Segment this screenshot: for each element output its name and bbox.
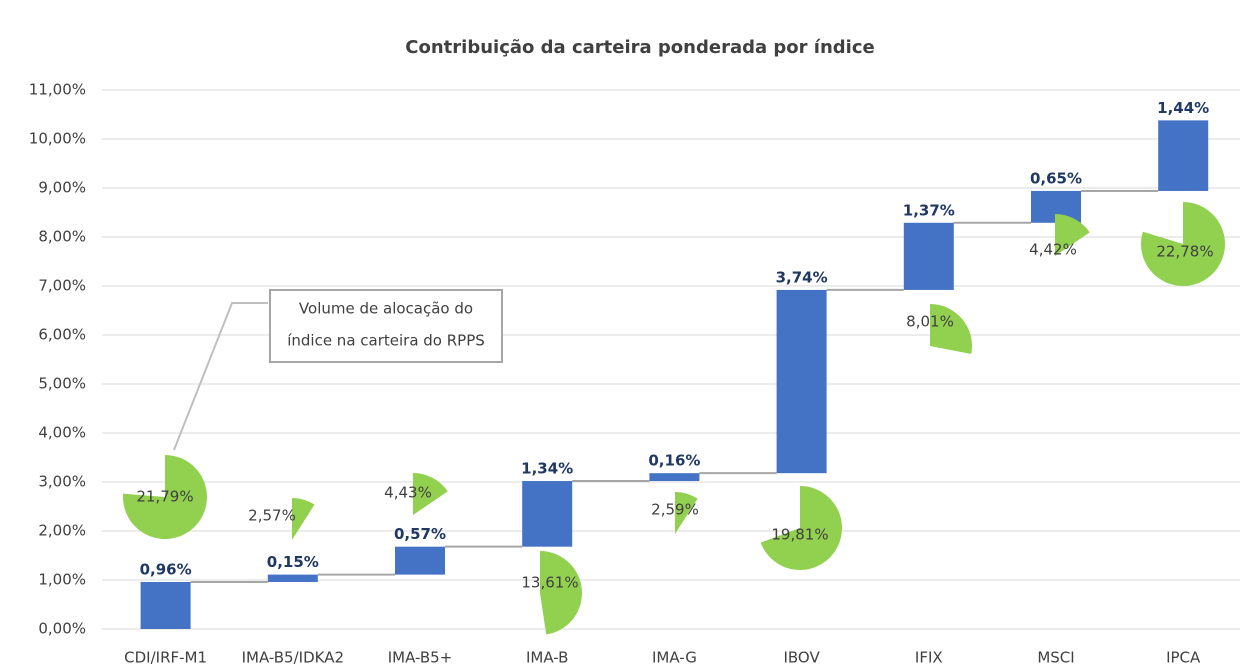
x-tick-label: MSCI (1037, 649, 1074, 667)
bar (776, 289, 827, 474)
y-tick-label: 6,00% (38, 326, 86, 344)
allocation-label: 8,01% (906, 313, 954, 331)
x-tick-label: IMA-B (526, 649, 568, 667)
y-tick-label: 4,00% (38, 424, 86, 442)
y-tick-label: 5,00% (38, 375, 86, 393)
value-label: 0,57% (394, 525, 446, 543)
annotation-text: Volume de alocação do (299, 300, 473, 318)
allocation-label: 4,43% (384, 484, 432, 502)
value-label: 0,65% (1030, 169, 1082, 187)
allocation-wedge (292, 498, 315, 540)
bar (1158, 120, 1209, 191)
x-tick-label: IPCA (1166, 649, 1201, 667)
bar (522, 481, 573, 547)
y-tick-label: 2,00% (38, 522, 86, 540)
value-label: 1,44% (1157, 99, 1209, 117)
value-label: 0,96% (140, 560, 192, 578)
chart-title: Contribuição da carteira ponderada por í… (405, 37, 874, 58)
annotation-text: índice na carteira do RPPS (287, 332, 485, 350)
value-label: 0,15% (267, 553, 319, 571)
allocation-wedge (1055, 214, 1090, 256)
y-tick-label: 1,00% (38, 571, 86, 589)
allocation-label: 19,81% (771, 526, 828, 544)
bar (903, 222, 954, 290)
bar (649, 473, 700, 482)
allocation-wedge (413, 473, 448, 515)
allocation-wedge (675, 492, 698, 534)
allocation-wedge (930, 304, 972, 354)
annotation-box (269, 289, 503, 363)
allocation-label: 13,61% (521, 574, 578, 592)
bar (267, 574, 318, 582)
value-label: 0,16% (648, 452, 700, 470)
allocation-label: 21,79% (136, 488, 193, 506)
allocation-label: 22,78% (1156, 243, 1213, 261)
y-tick-label: 3,00% (38, 473, 86, 491)
y-tick-label: 0,00% (38, 620, 86, 638)
x-tick-label: IMA-B5+ (388, 649, 453, 667)
y-tick-label: 8,00% (38, 228, 86, 246)
allocation-wedge (123, 455, 208, 539)
allocation-wedge (760, 486, 843, 571)
x-tick-label: IMA-B5/IDKA2 (242, 649, 344, 667)
x-tick-label: CDI/IRF-M1 (124, 649, 207, 667)
value-label: 1,37% (903, 201, 955, 219)
bar (140, 581, 191, 629)
y-tick-label: 10,00% (29, 130, 86, 148)
allocation-wedge (1141, 202, 1226, 286)
y-tick-label: 9,00% (38, 179, 86, 197)
annotation-leader (173, 302, 268, 451)
value-label: 3,74% (776, 268, 828, 286)
allocation-wedge (540, 551, 583, 635)
x-tick-label: IBOV (783, 649, 820, 667)
x-tick-label: IMA-G (652, 649, 697, 667)
bar (395, 546, 445, 575)
x-tick-label: IFIX (915, 649, 943, 667)
y-tick-label: 7,00% (38, 277, 86, 295)
allocation-label: 2,57% (248, 507, 296, 525)
value-label: 1,34% (521, 460, 573, 478)
y-tick-label: 11,00% (29, 81, 86, 99)
allocation-label: 4,42% (1029, 241, 1077, 259)
allocation-label: 2,59% (651, 501, 699, 519)
